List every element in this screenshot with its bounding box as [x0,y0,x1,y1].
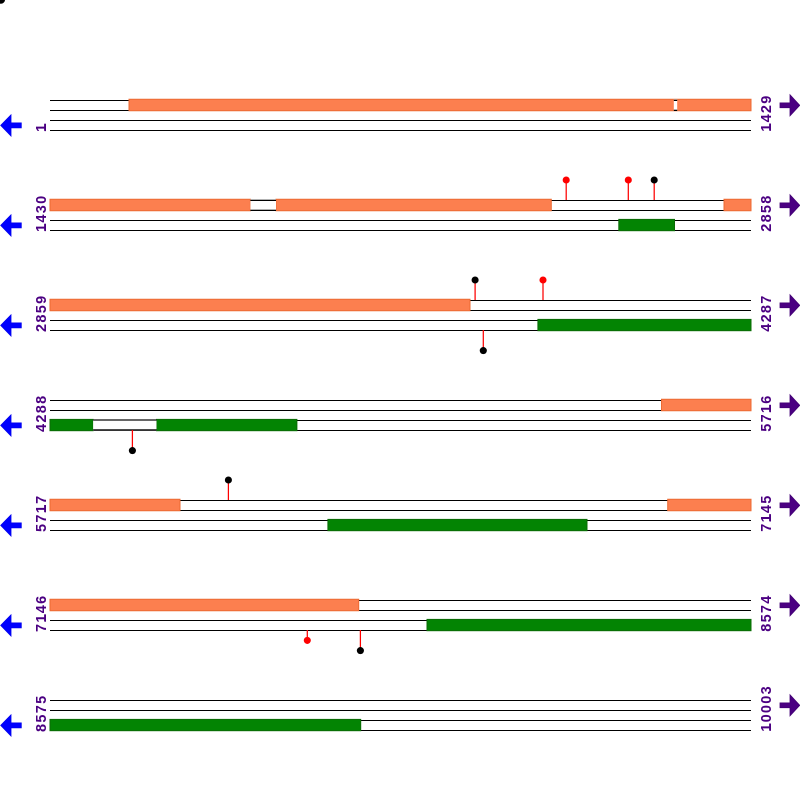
svg-text:1: 1 [34,123,50,132]
svg-text:8575: 8575 [34,695,50,732]
svg-text:7145: 7145 [759,494,775,531]
svg-text:1429: 1429 [759,94,775,131]
svg-text:5717: 5717 [34,495,50,532]
svg-text:7146: 7146 [34,595,50,632]
svg-text:8574: 8574 [759,594,775,631]
svg-text:10003: 10003 [759,685,775,732]
svg-text:2858: 2858 [759,194,775,231]
svg-text:4287: 4287 [759,294,775,331]
svg-text:5716: 5716 [759,394,775,431]
svg-text:4288: 4288 [34,395,50,432]
svg-text:1430: 1430 [34,195,50,232]
svg-text:2859: 2859 [34,295,50,332]
